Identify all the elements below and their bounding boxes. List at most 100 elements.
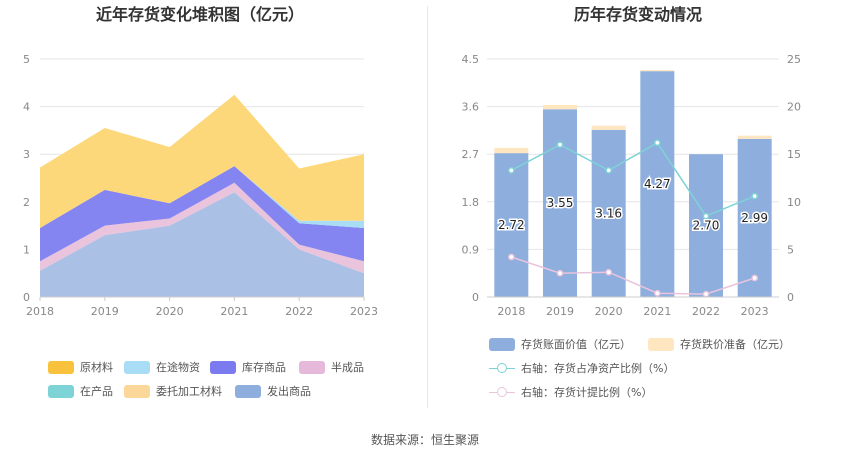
y-tick-label: 2 bbox=[23, 196, 30, 209]
y-right-tick-label: 25 bbox=[787, 53, 801, 66]
x-tick-label: 2019 bbox=[91, 305, 119, 318]
legend-label: 右轴：存货占净资产比例（%） bbox=[521, 362, 675, 375]
area-series bbox=[40, 192, 364, 297]
bar bbox=[543, 105, 577, 110]
line-point bbox=[556, 269, 564, 277]
legend-item-provision-ratio[interactable]: 右轴：存货计提比例（%） bbox=[489, 384, 652, 400]
legend-swatch bbox=[648, 337, 674, 351]
data-source: 数据来源：恒生聚源 bbox=[370, 433, 479, 447]
line-point bbox=[507, 253, 515, 261]
legend-swatch bbox=[210, 360, 236, 374]
x-tick-label: 2022 bbox=[692, 305, 720, 318]
legend-item-goods-in-transit[interactable]: 在途物资 bbox=[124, 359, 200, 375]
y-right-tick-label: 5 bbox=[787, 243, 794, 256]
legend-label: 原材料 bbox=[80, 361, 113, 374]
area-series bbox=[40, 166, 364, 262]
y-right-tick-label: 0 bbox=[787, 291, 794, 304]
y-left-tick-label: 4.5 bbox=[462, 53, 480, 66]
line-point bbox=[556, 141, 564, 149]
y-left-tick-label: 0.9 bbox=[462, 243, 480, 256]
y-tick-label: 5 bbox=[23, 53, 30, 66]
legend-label: 委托加工材料 bbox=[156, 385, 222, 398]
x-tick-label: 2018 bbox=[497, 305, 525, 318]
right-bar-line-chart: 0 0.9 1.8 2.7 3.6 4.5 0 5 10 15 20 25 2.72 3.55 3.16 4.… bbox=[462, 53, 802, 318]
legend-item-inventory-to-net-assets[interactable]: 右轴：存货占净资产比例（%） bbox=[489, 360, 674, 376]
y-tick-label: 0 bbox=[23, 291, 30, 304]
legend-swatch bbox=[48, 360, 74, 374]
legend-item-book-value[interactable]: 存货账面价值（亿元） bbox=[489, 336, 631, 352]
legend-swatch bbox=[235, 384, 261, 398]
legend-item-semi-finished[interactable]: 半成品 bbox=[299, 359, 364, 375]
line-point bbox=[605, 167, 613, 174]
legend-swatch bbox=[124, 360, 150, 374]
line-series bbox=[511, 256, 755, 295]
area-series bbox=[40, 166, 364, 228]
y-tick-label: 3 bbox=[23, 148, 30, 161]
legend-item-consigned-materials[interactable]: 委托加工材料 bbox=[124, 383, 222, 399]
legend-label: 存货账面价值（亿元） bbox=[521, 338, 631, 351]
line-point bbox=[751, 192, 759, 200]
legend-label: 库存商品 bbox=[242, 361, 286, 374]
line-point bbox=[507, 167, 515, 174]
x-tick-label: 2020 bbox=[595, 305, 623, 318]
bar bbox=[494, 153, 529, 297]
bar-data-label: 4.27 bbox=[644, 177, 671, 191]
bar-data-label: 2.99 bbox=[741, 211, 768, 225]
line-point bbox=[702, 290, 710, 298]
panel-divider bbox=[427, 6, 428, 408]
y-left-tick-label: 1.8 bbox=[462, 196, 480, 209]
x-tick-label: 2021 bbox=[643, 305, 671, 318]
x-tick-label: 2019 bbox=[546, 305, 574, 318]
legend-label: 在途物资 bbox=[156, 361, 200, 374]
bar-data-label: 2.72 bbox=[498, 218, 525, 232]
legend-swatch bbox=[124, 384, 150, 398]
bar bbox=[494, 147, 529, 154]
x-tick-label: 2021 bbox=[220, 305, 248, 318]
legend-line-swatch bbox=[489, 362, 515, 375]
bar bbox=[591, 125, 626, 130]
bar-data-label: 2.70 bbox=[693, 219, 720, 233]
line-point bbox=[751, 274, 759, 282]
bar-data-label: 3.55 bbox=[547, 196, 574, 210]
x-tick-label: 2023 bbox=[350, 305, 378, 318]
bar bbox=[640, 70, 675, 72]
y-left-tick-label: 2.7 bbox=[462, 148, 480, 161]
legend-label: 发出商品 bbox=[267, 385, 311, 398]
left-area-chart: 0 1 2 3 4 5 2018 2019 2020 2021 2022 2023 bbox=[23, 53, 378, 318]
bar bbox=[737, 135, 772, 139]
legend-label: 存货跌价准备（亿元） bbox=[680, 338, 790, 351]
bar bbox=[689, 154, 723, 297]
y-right-tick-label: 20 bbox=[787, 101, 801, 114]
y-left-tick-label: 0 bbox=[472, 291, 479, 304]
bar bbox=[640, 71, 675, 297]
area-series bbox=[40, 182, 364, 274]
y-tick-label: 1 bbox=[23, 243, 30, 256]
y-right-tick-label: 15 bbox=[787, 148, 801, 161]
bar bbox=[737, 138, 772, 297]
legend-item-inventory-goods[interactable]: 库存商品 bbox=[210, 359, 286, 375]
left-chart-title: 近年存货变化堆积图（亿元） bbox=[96, 5, 304, 24]
line-point bbox=[702, 212, 710, 220]
legend-line-swatch bbox=[489, 386, 515, 399]
y-right-tick-label: 10 bbox=[787, 196, 801, 209]
line-series bbox=[510, 141, 755, 218]
legend-swatch bbox=[299, 360, 325, 374]
line-point bbox=[653, 289, 661, 297]
legend-swatch bbox=[48, 384, 74, 398]
legend-label: 右轴：存货计提比例（%） bbox=[521, 386, 653, 399]
legend-swatch bbox=[489, 337, 515, 351]
legend-item-raw-materials[interactable]: 原材料 bbox=[48, 359, 113, 375]
y-tick-label: 4 bbox=[23, 101, 30, 114]
x-tick-label: 2022 bbox=[285, 305, 313, 318]
x-tick-label: 2020 bbox=[156, 305, 184, 318]
legend-item-goods-shipped[interactable]: 发出商品 bbox=[235, 383, 311, 399]
area-series bbox=[40, 94, 364, 228]
legend-item-work-in-progress[interactable]: 在产品 bbox=[48, 383, 113, 399]
x-tick-label: 2023 bbox=[741, 305, 769, 318]
legend-label: 在产品 bbox=[80, 385, 113, 398]
y-left-tick-label: 3.6 bbox=[462, 101, 480, 114]
legend-label: 半成品 bbox=[331, 361, 364, 374]
legend-item-impairment-reserve[interactable]: 存货跌价准备（亿元） bbox=[648, 336, 790, 352]
